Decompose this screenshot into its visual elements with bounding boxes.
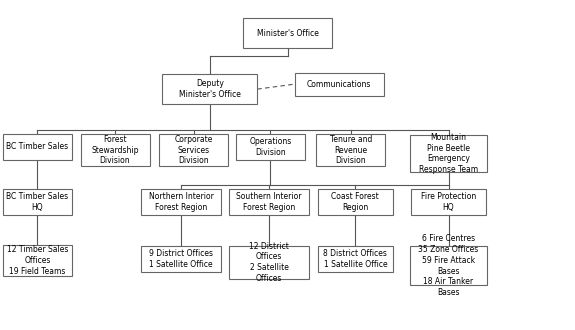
FancyBboxPatch shape — [409, 246, 488, 285]
Text: BC Timber Sales
HQ: BC Timber Sales HQ — [6, 192, 68, 212]
FancyBboxPatch shape — [3, 245, 72, 277]
FancyBboxPatch shape — [409, 135, 488, 172]
Text: 9 District Offices
1 Satellite Office: 9 District Offices 1 Satellite Office — [149, 249, 213, 269]
FancyBboxPatch shape — [295, 73, 384, 96]
Text: Operations
Division: Operations Division — [249, 137, 292, 157]
FancyBboxPatch shape — [411, 189, 486, 215]
FancyBboxPatch shape — [316, 135, 385, 166]
FancyBboxPatch shape — [229, 189, 309, 215]
FancyBboxPatch shape — [141, 189, 221, 215]
Text: BC Timber Sales: BC Timber Sales — [6, 142, 68, 151]
Text: Southern Interior
Forest Region: Southern Interior Forest Region — [236, 192, 302, 212]
FancyBboxPatch shape — [229, 246, 309, 279]
Text: 12 Timber Sales
Offices
19 Field Teams: 12 Timber Sales Offices 19 Field Teams — [7, 246, 68, 276]
Text: 12 District
Offices
2 Satellite
Offices: 12 District Offices 2 Satellite Offices — [249, 242, 289, 283]
Text: Mountain
Pine Beetle
Emergency
Response Team: Mountain Pine Beetle Emergency Response … — [419, 133, 478, 174]
FancyBboxPatch shape — [236, 134, 305, 160]
Text: Forest
Stewardship
Division: Forest Stewardship Division — [91, 135, 139, 165]
Text: 6 Fire Centres
35 Zone Offices
59 Fire Attack
Bases
18 Air Tanker
Bases: 6 Fire Centres 35 Zone Offices 59 Fire A… — [419, 234, 478, 297]
FancyBboxPatch shape — [159, 135, 228, 166]
Text: Communications: Communications — [307, 80, 371, 89]
FancyBboxPatch shape — [318, 246, 393, 272]
Text: Coast Forest
Region: Coast Forest Region — [331, 192, 380, 212]
FancyBboxPatch shape — [318, 189, 393, 215]
Text: Fire Protection
HQ: Fire Protection HQ — [421, 192, 476, 212]
Text: Corporate
Services
Division: Corporate Services Division — [175, 135, 213, 165]
Text: Deputy
Minister's Office: Deputy Minister's Office — [179, 79, 241, 99]
FancyBboxPatch shape — [243, 18, 332, 48]
FancyBboxPatch shape — [162, 74, 258, 104]
FancyBboxPatch shape — [3, 134, 72, 160]
FancyBboxPatch shape — [141, 246, 221, 272]
Text: 8 District Offices
1 Satellite Office: 8 District Offices 1 Satellite Office — [323, 249, 388, 269]
Text: Northern Interior
Forest Region: Northern Interior Forest Region — [149, 192, 213, 212]
FancyBboxPatch shape — [81, 135, 150, 166]
Text: Tenure and
Revenue
Division: Tenure and Revenue Division — [329, 135, 372, 165]
FancyBboxPatch shape — [3, 189, 72, 215]
Text: Minister's Office: Minister's Office — [256, 28, 319, 38]
